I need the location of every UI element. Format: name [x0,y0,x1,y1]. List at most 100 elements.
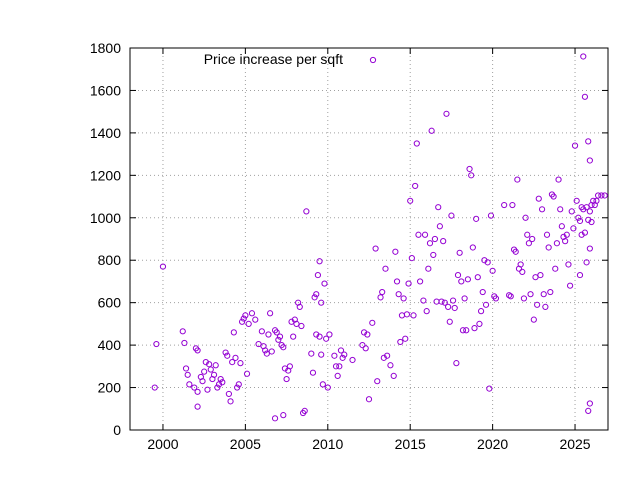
data-point [268,348,275,355]
data-point [530,316,537,323]
data-point [364,331,371,338]
x-tick-label: 2015 [395,436,426,452]
data-point [318,299,325,306]
data-point [469,244,476,251]
data-point [204,386,211,393]
data-point [334,372,341,379]
data-point [416,278,424,285]
data-point [443,110,450,117]
y-tick-label: 1400 [90,125,121,141]
data-point [377,294,384,301]
data-point [201,368,208,375]
data-point [473,215,480,222]
data-point [321,280,328,287]
data-point [538,206,546,213]
data-point [558,223,565,230]
data-point [397,338,404,346]
data-point [265,331,272,338]
data-point [184,371,191,378]
data-point [319,381,326,388]
data-point [227,398,234,405]
data-point [534,301,541,308]
y-tick-label: 1600 [90,82,121,98]
data-point [392,248,399,255]
data-point [425,265,432,272]
data-point [245,320,252,327]
data-point [557,206,564,213]
data-point [316,258,323,265]
data-point [214,384,221,391]
y-tick-label: 1000 [90,210,121,226]
data-point [362,345,369,352]
data-point [280,412,287,419]
data-point [293,320,300,327]
data-point [598,192,605,199]
data-point [512,248,519,255]
data-point [580,53,587,60]
data-point [571,142,579,149]
data-point [212,362,219,369]
data-point [390,372,397,379]
data-point [570,225,577,232]
data-point [225,390,232,398]
data-point [275,336,282,343]
data-point [413,140,420,147]
data-point [400,295,407,302]
data-point [601,192,608,199]
data-point [303,208,310,215]
data-point [242,312,249,319]
data-point [222,349,229,356]
data-point [199,378,206,385]
data-point [410,312,417,319]
data-point [464,276,471,283]
data-point [365,396,373,403]
legend: Price increase per sqft [204,51,377,67]
data-point [456,249,463,256]
data-point [372,245,379,252]
data-point [194,347,201,354]
data-point [405,280,412,287]
data-point [436,223,443,230]
data-point [384,352,391,359]
data-point [454,271,462,279]
data-point [313,291,320,298]
data-point [563,231,570,238]
data-point [520,295,528,302]
data-point [448,212,455,219]
data-point [588,218,595,226]
data-point [301,407,308,414]
data-point [296,303,303,311]
legend-marker [369,56,377,64]
data-points [151,53,608,422]
data-point [428,127,435,134]
data-point [585,138,592,145]
data-point [458,278,465,285]
data-point [280,344,287,351]
data-point [318,351,325,358]
data-point [501,201,508,209]
data-point [487,212,495,219]
data-point [336,363,343,370]
data-point [243,370,251,377]
data-point [263,350,270,357]
data-point [252,316,259,323]
y-tick-label: 800 [98,252,122,268]
data-point [527,291,534,298]
data-point [438,298,445,305]
data-point [550,193,557,200]
data-point [276,333,284,340]
data-point [217,375,224,383]
data-point [408,255,415,262]
data-point [395,291,402,298]
data-point [421,231,429,238]
data-point [435,204,442,211]
data-point [314,271,322,279]
data-point [324,384,331,391]
data-point [524,231,531,238]
data-point [323,335,330,342]
data-point [290,333,297,340]
data-point [453,360,460,367]
data-point [566,282,574,289]
data-point [235,381,242,388]
data-point [535,195,542,202]
